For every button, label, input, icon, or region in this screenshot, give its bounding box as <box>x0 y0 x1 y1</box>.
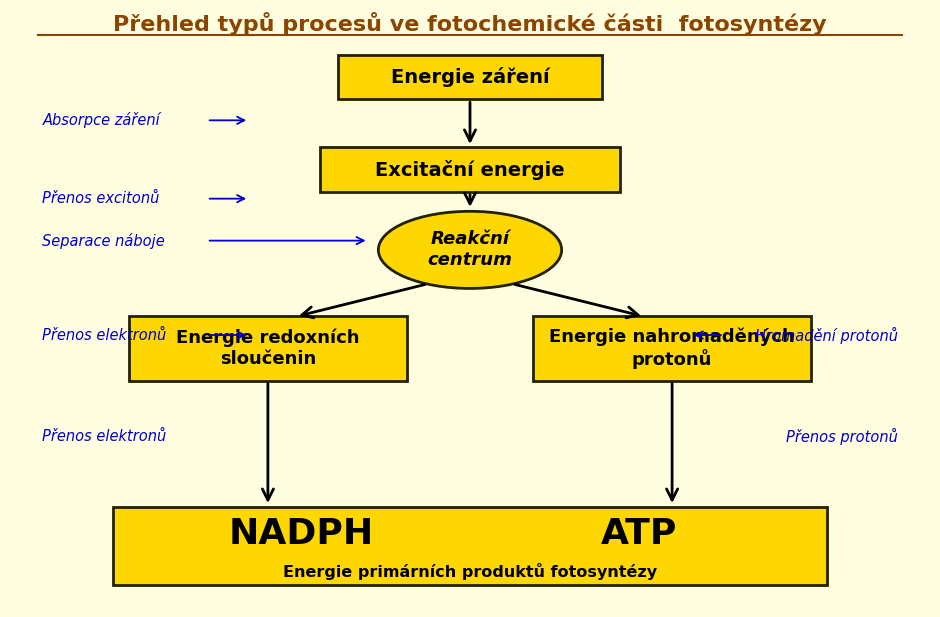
Text: Absorpce záření: Absorpce záření <box>42 112 160 128</box>
Ellipse shape <box>378 211 562 289</box>
Text: Přehled typů procesů ve fotochemické části  fotosyntézy: Přehled typů procesů ve fotochemické čás… <box>113 12 827 35</box>
FancyBboxPatch shape <box>113 507 827 585</box>
Text: Přenos protonů: Přenos protonů <box>786 428 898 445</box>
Text: Reakční
centrum: Reakční centrum <box>428 231 512 269</box>
Text: Separace náboje: Separace náboje <box>42 233 165 249</box>
FancyBboxPatch shape <box>534 317 810 381</box>
Text: Energie nahromaděných
protonů: Energie nahromaděných protonů <box>549 328 795 370</box>
Text: Energie záření: Energie záření <box>391 67 549 87</box>
Text: ATP: ATP <box>601 516 678 551</box>
Text: Hromadění protonů: Hromadění protonů <box>755 326 898 344</box>
Text: Přenos elektronů: Přenos elektronů <box>42 429 166 444</box>
Text: Přenos excitonů: Přenos excitonů <box>42 191 160 206</box>
FancyBboxPatch shape <box>338 55 602 99</box>
Text: Excitační energie: Excitační energie <box>375 160 565 180</box>
Text: Přenos elektronů: Přenos elektronů <box>42 328 166 342</box>
Text: NADPH: NADPH <box>228 516 373 551</box>
FancyBboxPatch shape <box>320 147 620 192</box>
Text: Energie redoxních
sloučenin: Energie redoxních sloučenin <box>176 329 360 368</box>
Text: Energie primárních produktů fotosyntézy: Energie primárních produktů fotosyntézy <box>283 563 657 581</box>
FancyBboxPatch shape <box>129 317 406 381</box>
